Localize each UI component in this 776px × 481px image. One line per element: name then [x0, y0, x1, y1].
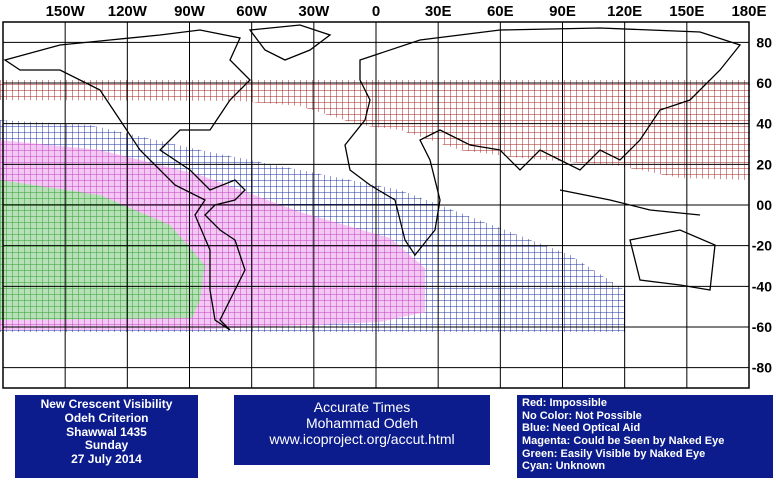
legend-entry: Blue: Need Optical Aid — [522, 422, 641, 435]
lat-label: 80 — [756, 34, 772, 50]
info-line: Sunday — [84, 438, 129, 453]
info-line: 27 July 2014 — [71, 452, 142, 467]
lat-label: -60 — [752, 319, 772, 335]
lat-label: -40 — [752, 278, 772, 294]
info-line: New Crescent Visibility — [40, 397, 173, 411]
credit-line: Mohammad Odeh — [305, 415, 419, 432]
lon-label: 90E — [549, 3, 576, 20]
lat-label: -80 — [752, 360, 772, 376]
map-frame — [2, 21, 750, 389]
legend-entry: Cyan: Unknown — [522, 460, 606, 473]
lon-label: 30W — [298, 3, 330, 20]
visibility-regions — [0, 80, 750, 332]
legend-entry: Red: Impossible — [522, 397, 607, 409]
legend-entry: No Color: Not Possible — [522, 409, 642, 422]
info-line: Odeh Criterion — [64, 410, 149, 425]
legend-box: Red: Impossible No Color: Not Possible Blu… — [517, 395, 773, 478]
lon-label: 180E — [731, 3, 766, 20]
region-easily-visible — [0, 180, 205, 320]
lat-label: 40 — [756, 116, 772, 132]
legend-entry: Green: Easily Visible by Naked Eye — [522, 447, 706, 460]
lat-label: 00 — [756, 197, 772, 213]
info-box: New Crescent Visibility Odeh Criterion Sha… — [15, 395, 198, 478]
lat-label: 20 — [756, 156, 772, 172]
graticule: 150W 120W 90W 60W 30W 0 30E 60E 90E 120E 150E 180E 8… — [3, 3, 772, 388]
lat-label: -20 — [752, 238, 772, 254]
info-line: Shawwal 1435 — [66, 424, 147, 439]
lon-label: 30E — [425, 3, 452, 20]
lon-label: 60E — [487, 3, 514, 20]
credit-line: www.icoproject.org/accut.html — [269, 431, 455, 448]
lon-label: 150E — [669, 3, 704, 20]
lon-label: 60W — [236, 3, 268, 20]
lon-label: 0 — [372, 3, 380, 20]
credit-line: Accurate Times — [313, 399, 411, 415]
visibility-map: 150W 120W 90W 60W 30W 0 30E 60E 90E 120E 150E 180E 8… — [0, 3, 772, 389]
lon-label: 90W — [174, 3, 206, 20]
lon-label: 120E — [607, 3, 642, 20]
lat-label: 60 — [756, 75, 772, 91]
legend-entry: Magenta: Could be Seen by Naked Eye — [522, 434, 725, 447]
lon-label: 120W — [108, 3, 148, 20]
credits-box: Accurate Times Mohammad Odeh www.icoprojec… — [234, 395, 490, 465]
lon-label: 150W — [46, 3, 86, 20]
